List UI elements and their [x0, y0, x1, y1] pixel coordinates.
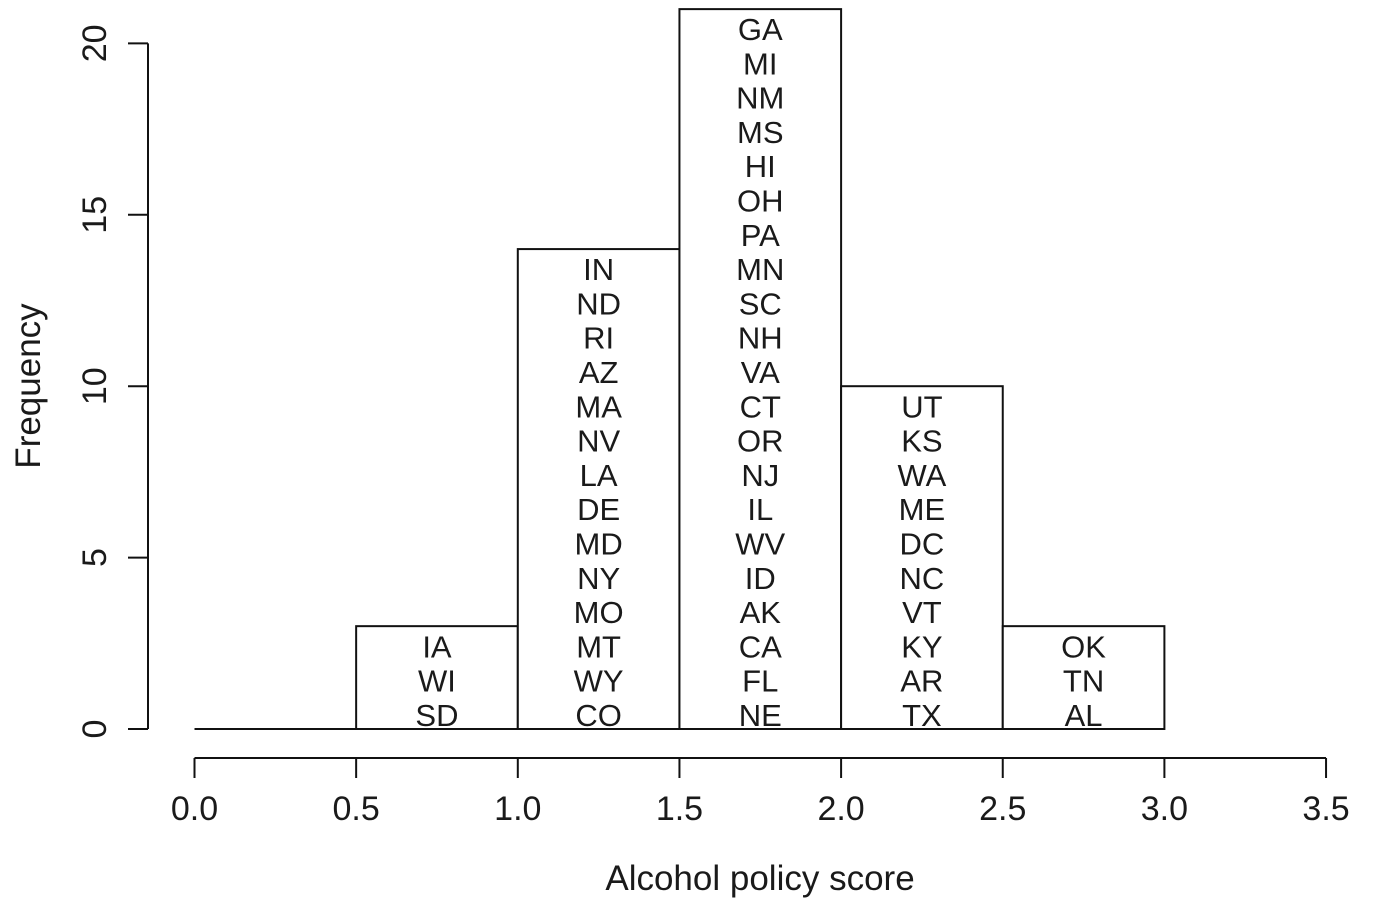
state-label: MO — [574, 595, 624, 630]
y-tick-label: 10 — [76, 367, 114, 405]
x-tick-label: 0.5 — [333, 790, 380, 828]
state-label: WA — [898, 458, 947, 493]
x-tick-label: 1.5 — [656, 790, 703, 828]
state-label: NY — [577, 561, 620, 596]
state-label: CT — [740, 389, 781, 424]
y-tick-label: 15 — [76, 196, 114, 234]
state-label: OK — [1061, 629, 1106, 664]
state-label: UT — [901, 389, 942, 424]
state-label: VT — [902, 595, 942, 630]
state-label: IN — [583, 252, 614, 287]
state-label: RI — [583, 321, 614, 356]
x-tick-label: 1.0 — [494, 790, 541, 828]
state-label: NE — [739, 698, 782, 733]
histogram-bar — [1001, 625, 1166, 730]
state-label: NM — [736, 81, 784, 116]
state-label: WY — [574, 664, 624, 699]
state-label: ND — [576, 286, 621, 321]
state-label: KS — [901, 424, 942, 459]
x-tick-label: 3.5 — [1302, 790, 1349, 828]
histogram-bar — [840, 385, 1004, 730]
state-label: LA — [580, 458, 618, 493]
state-label: OH — [737, 184, 784, 219]
state-label: WI — [418, 664, 456, 699]
state-label: AL — [1065, 698, 1103, 733]
state-label: NH — [738, 321, 783, 356]
state-label: SD — [415, 698, 458, 733]
state-label: TN — [1063, 664, 1104, 699]
state-label: CO — [575, 698, 622, 733]
state-label: VA — [741, 355, 780, 390]
state-label: HI — [745, 149, 776, 184]
histogram-bar — [516, 248, 681, 731]
state-label: DE — [577, 492, 620, 527]
state-label: FL — [742, 664, 778, 699]
state-label: MA — [575, 389, 622, 424]
state-label: NJ — [741, 458, 779, 493]
state-label: NV — [577, 424, 620, 459]
state-label: ID — [745, 561, 776, 596]
state-label: MT — [576, 629, 621, 664]
state-label: TX — [902, 698, 942, 733]
x-tick-label: 3.0 — [1141, 790, 1188, 828]
state-label: MD — [575, 527, 623, 562]
y-tick-label: 5 — [76, 548, 114, 567]
state-label: AK — [740, 595, 782, 630]
state-label: WV — [735, 527, 785, 562]
state-label: OR — [737, 424, 784, 459]
y-axis-title: Frequency — [9, 303, 48, 469]
state-label: MN — [736, 252, 784, 287]
state-label: MI — [743, 46, 777, 81]
state-label: SC — [739, 286, 782, 321]
histogram-bar — [678, 8, 843, 731]
state-label: AR — [900, 664, 943, 699]
x-axis-title: Alcohol policy score — [605, 859, 914, 898]
x-axis: 0.0 0.5 1.0 1.5 2.0 2.5 3.0 3.5 — [171, 757, 1350, 828]
state-label: IL — [747, 492, 773, 527]
state-label: IA — [422, 629, 452, 664]
y-axis: 0 5 10 15 20 — [76, 24, 149, 739]
state-label: PA — [741, 218, 780, 253]
state-label: KY — [901, 629, 942, 664]
state-label: ME — [899, 492, 946, 527]
y-tick-label: 20 — [76, 24, 114, 62]
state-label: MS — [737, 115, 784, 150]
state-label: GA — [738, 12, 783, 47]
x-tick-label: 2.5 — [979, 790, 1026, 828]
state-label: NC — [900, 561, 945, 596]
x-tick-label: 2.0 — [817, 790, 864, 828]
bars-group — [194, 8, 1166, 731]
state-label: DC — [900, 527, 945, 562]
state-label: AZ — [579, 355, 619, 390]
x-tick-label: 0.0 — [171, 790, 218, 828]
state-label: CA — [739, 629, 782, 664]
y-tick-label: 0 — [76, 720, 114, 739]
